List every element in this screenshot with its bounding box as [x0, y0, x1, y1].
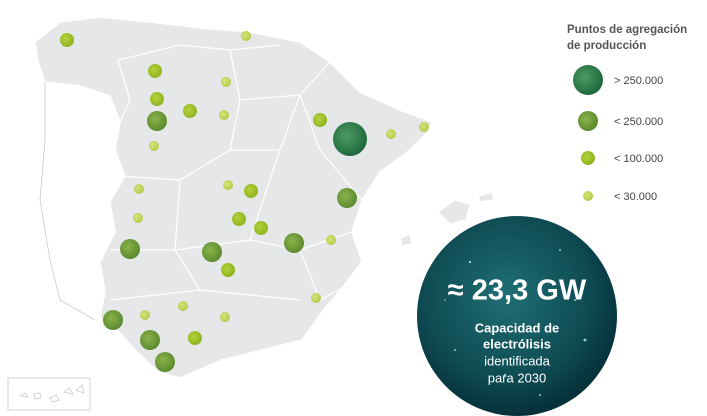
point-medium [120, 239, 140, 259]
point-small [188, 331, 202, 345]
point-tiny [223, 180, 233, 190]
callout-line: identificada [484, 353, 551, 368]
point-tiny [311, 293, 321, 303]
callout-line: Capacidad de [475, 320, 560, 335]
point-small [148, 64, 162, 78]
legend-swatch [583, 191, 593, 201]
callout-value: ≈ 23,3 GW [448, 275, 587, 307]
point-tiny [220, 312, 230, 322]
mallorca [436, 199, 471, 225]
menorca [477, 191, 495, 203]
canarias-inset [7, 377, 91, 411]
point-small [244, 184, 258, 198]
legend-label: < 30.000 [614, 191, 657, 203]
point-tiny [134, 184, 144, 194]
legend: Puntos de agregación de producción > 250… [567, 24, 687, 203]
point-medium [284, 233, 304, 253]
legend-swatch [578, 111, 598, 131]
point-small [221, 263, 235, 277]
point-medium [140, 330, 160, 350]
callout-line: para 2030 [488, 370, 547, 385]
legend-label: < 250.000 [614, 116, 663, 128]
point-small [254, 221, 268, 235]
canarias [18, 384, 85, 403]
peninsula [34, 16, 433, 379]
legend-label: > 250.000 [614, 75, 663, 87]
points [60, 31, 429, 372]
spain [7, 16, 495, 411]
point-tiny [219, 110, 229, 120]
point-medium [337, 188, 357, 208]
legend-swatch [573, 65, 603, 95]
point-large [333, 122, 367, 156]
point-small [60, 33, 74, 47]
legend-title: de producción [567, 40, 646, 52]
legend-swatch [581, 151, 595, 165]
legend-label: < 100.000 [614, 153, 663, 165]
point-small [150, 92, 164, 106]
callout-circle [417, 216, 617, 416]
point-tiny [419, 122, 429, 132]
point-tiny [178, 301, 188, 311]
point-medium [103, 310, 123, 330]
point-small [232, 212, 246, 226]
point-tiny [386, 129, 396, 139]
sparkles [444, 249, 587, 396]
point-medium [147, 111, 167, 131]
point-small [183, 104, 197, 118]
point-tiny [140, 310, 150, 320]
callout: ≈ 23,3 GW Capacidad de electrólisis iden… [417, 216, 617, 416]
point-small [313, 113, 327, 127]
point-medium [202, 242, 222, 262]
ibiza [399, 232, 413, 247]
portugal-border [39, 82, 96, 321]
point-medium [155, 352, 175, 372]
point-tiny [133, 213, 143, 223]
legend-title: Puntos de agregación [567, 24, 687, 36]
callout-line: electrólisis [483, 336, 551, 351]
point-tiny [149, 141, 159, 151]
point-tiny [326, 235, 336, 245]
point-tiny [241, 31, 251, 41]
point-tiny [221, 77, 231, 87]
